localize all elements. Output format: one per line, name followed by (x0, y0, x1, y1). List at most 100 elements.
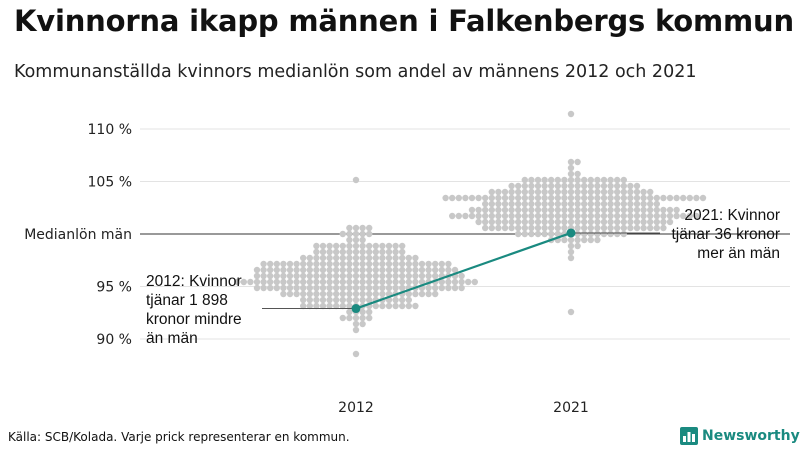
swarm-dot-2012 (359, 284, 366, 292)
swarm-dot-2012 (359, 254, 366, 262)
swarm-dot-2021 (528, 206, 535, 214)
swarm-dot-2021 (468, 212, 476, 220)
y-tick-label: Medianlön män (24, 227, 132, 243)
swarm-dot-2021 (567, 248, 575, 256)
swarm-dot-2012 (267, 272, 274, 280)
swarm-dot-2021 (548, 194, 555, 202)
swarm-dot-2021 (521, 230, 528, 238)
swarm-dot-2021 (587, 200, 594, 208)
swarm-dot-2021 (633, 224, 641, 232)
swarm-dot-2021 (600, 200, 608, 208)
swarm-dot-2021 (607, 230, 614, 238)
swarm-dot-2021 (515, 230, 522, 238)
swarm-dot-2012 (326, 290, 333, 298)
swarm-dot-2021 (482, 224, 489, 232)
swarm-dot-2021 (574, 212, 581, 220)
swarm-dot-2021 (554, 182, 561, 190)
swarm-dot-2021 (488, 200, 495, 208)
swarm-dot-2021 (666, 206, 674, 214)
swarm-dot-2021 (528, 230, 535, 238)
swarm-dot-2021 (495, 212, 502, 220)
swarm-dot-2012 (293, 260, 300, 268)
swarm-dot-2021 (574, 224, 581, 232)
swarm-dot-2012 (319, 278, 327, 286)
swarm-dot-2012 (352, 326, 360, 334)
swarm-dot-2012 (366, 308, 373, 316)
swarm-dot-2021 (508, 182, 515, 190)
chart-title: Kvinnorna ikapp männen i Falkenbergs kom… (14, 4, 794, 38)
swarm-dot-2021 (468, 194, 476, 202)
swarm-dot-2012 (333, 242, 340, 250)
swarm-dot-2012 (319, 272, 327, 280)
swarm-dot-2021 (666, 194, 674, 202)
swarm-dot-2012 (359, 296, 366, 304)
swarm-dot-2021 (495, 218, 502, 226)
swarm-dot-2021 (488, 224, 495, 232)
swarm-dot-2012 (359, 230, 366, 238)
swarm-dot-2021 (666, 212, 674, 220)
swarm-dot-2012 (339, 254, 346, 262)
swarm-dot-2012 (385, 302, 393, 310)
swarm-dot-2021 (574, 206, 581, 214)
swarm-dot-2021 (442, 194, 449, 202)
swarm-dot-2012 (352, 350, 360, 358)
swarm-dot-2012 (326, 296, 333, 304)
swarm-dot-2021 (614, 206, 621, 214)
swarm-dot-2021 (594, 176, 601, 184)
swarm-dot-2012 (366, 296, 373, 304)
swarm-dot-2021 (515, 182, 522, 190)
swarm-dot-2012 (293, 266, 300, 274)
swarm-dot-2021 (548, 182, 555, 190)
swarm-dot-2012 (326, 278, 333, 286)
swarm-dot-2012 (293, 272, 300, 280)
swarm-dot-2021 (554, 224, 561, 232)
swarm-dot-2012 (438, 266, 445, 274)
swarm-dot-2012 (346, 230, 353, 238)
swarm-dot-2021 (666, 218, 674, 226)
swarm-dot-2012 (359, 278, 366, 286)
swarm-dot-2021 (554, 218, 561, 226)
swarm-dot-2021 (508, 194, 515, 202)
annotation-line: tjänar 36 kronor (671, 226, 780, 243)
swarm-dot-2021 (600, 194, 608, 202)
swarm-dot-2021 (594, 212, 601, 220)
swarm-dot-2012 (352, 230, 360, 238)
swarm-dot-2012 (346, 302, 353, 310)
swarm-dot-2012 (372, 302, 379, 310)
swarm-dot-2012 (306, 254, 313, 262)
swarm-dot-2012 (333, 272, 340, 280)
swarm-dot-2012 (366, 248, 373, 256)
swarm-dot-2012 (319, 302, 327, 310)
swarm-dot-2021 (567, 182, 575, 190)
swarm-dot-2021 (567, 176, 575, 184)
swarm-dot-2012 (286, 272, 294, 280)
swarm-dot-2012 (273, 260, 280, 268)
swarm-dot-2012 (399, 242, 406, 250)
swarm-dot-2021 (660, 206, 667, 214)
swarm-dot-2012 (319, 242, 327, 250)
swarm-dot-2021 (541, 194, 548, 202)
beeswarm-chart: 90 % 95 % Medianlön män 105 % 110 % 2012 2021… (24, 110, 790, 416)
swarm-dot-2021 (633, 206, 641, 214)
swarm-dot-2021 (581, 224, 588, 232)
swarm-dot-2012 (313, 248, 320, 256)
swarm-dot-2021 (521, 176, 528, 184)
swarm-dot-2021 (561, 224, 568, 232)
swarm-dot-2012 (352, 266, 360, 274)
swarm-dot-2012 (346, 242, 353, 250)
swarm-dot-2012 (313, 272, 320, 280)
swarm-dot-2021 (561, 188, 568, 196)
swarm-dot-2021 (594, 224, 601, 232)
swarm-dot-2012 (392, 272, 399, 280)
swarm-dot-2012 (273, 266, 280, 274)
annotation-2021: 2021: Kvinnor tjänar 36 kronor mer än män (671, 207, 780, 262)
highlight-line (355, 231, 572, 310)
swarm-dot-2021 (640, 188, 647, 196)
swarm-dot-2021 (501, 218, 509, 226)
swarm-dot-2012 (366, 260, 373, 268)
swarm-dot-2021 (508, 206, 515, 214)
swarm-dot-2021 (600, 218, 608, 226)
swarm-dot-2012 (300, 296, 307, 304)
swarm-dot-2012 (319, 248, 327, 256)
swarm-dot-2021 (534, 230, 542, 238)
